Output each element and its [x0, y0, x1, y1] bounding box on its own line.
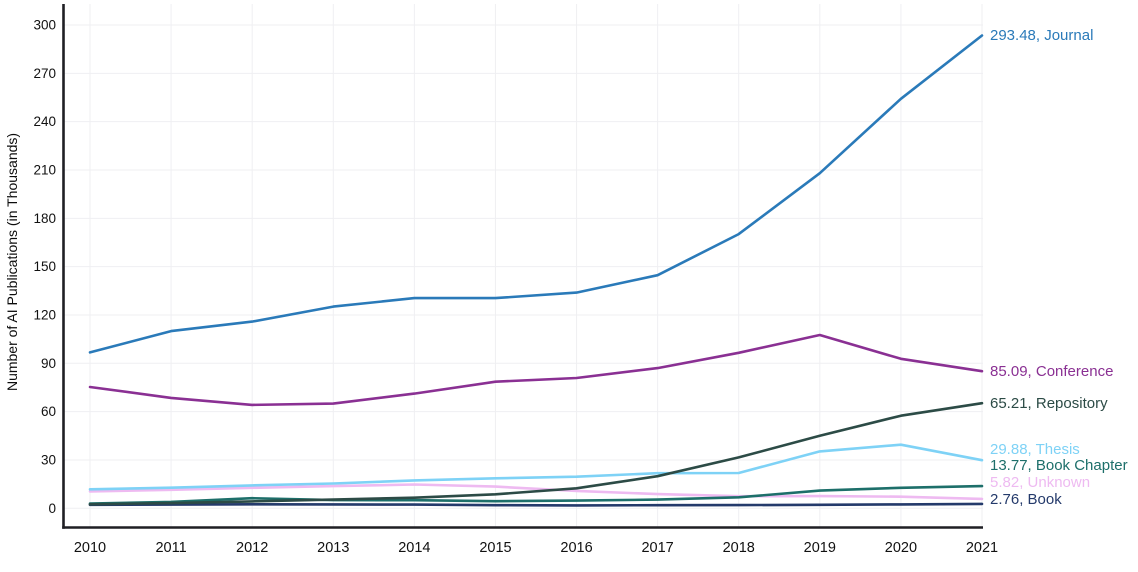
x-tick-label-2014: 2014	[398, 540, 430, 556]
x-tick-label-2011: 2011	[155, 540, 186, 556]
y-tick-label-90: 90	[41, 356, 56, 371]
series-line-book-chapter	[88, 484, 984, 505]
y-tick-label-150: 150	[33, 259, 56, 274]
y-tick-label-240: 240	[33, 114, 56, 129]
series-end-label-book-chapter: 13.77, Book Chapter	[990, 457, 1128, 474]
y-tick-label-300: 300	[33, 18, 56, 33]
series-end-label-unknown: 5.82, Unknown	[990, 474, 1090, 491]
series-line-unknown	[88, 483, 984, 501]
x-tick-label-2010: 2010	[74, 540, 106, 556]
series-line-journal	[88, 34, 984, 354]
x-tick-label-2013: 2013	[317, 540, 349, 556]
series-line-book	[88, 502, 984, 507]
y-tick-label-270: 270	[33, 66, 56, 81]
y-tick-label-120: 120	[33, 307, 56, 322]
y-tick-label-180: 180	[33, 211, 56, 226]
x-tick-label-2015: 2015	[479, 540, 511, 556]
y-axis-title: Number of AI Publications (in Thousands)	[4, 133, 20, 391]
series-end-label-journal: 293.48, Journal	[990, 27, 1093, 44]
x-tick-label-2018: 2018	[723, 540, 755, 556]
y-tick-label-60: 60	[41, 404, 56, 419]
x-tick-label-2019: 2019	[804, 540, 836, 556]
x-tick-label-2012: 2012	[236, 540, 268, 556]
series-line-conference	[88, 333, 984, 407]
x-tick-label-2017: 2017	[641, 540, 673, 556]
x-tick-label-2016: 2016	[560, 540, 592, 556]
x-tick-label-2021: 2021	[966, 540, 998, 556]
y-tick-label-0: 0	[48, 501, 56, 516]
series-line-repository	[88, 401, 984, 506]
series-end-label-repository: 65.21, Repository	[990, 395, 1108, 412]
series-end-label-book: 2.76, Book	[990, 491, 1062, 508]
y-tick-label-30: 30	[41, 452, 56, 467]
series-end-label-thesis: 29.88, Thesis	[990, 441, 1080, 458]
series-end-label-conference: 85.09, Conference	[990, 363, 1113, 380]
y-tick-label-210: 210	[33, 162, 56, 177]
x-tick-label-2020: 2020	[885, 540, 917, 556]
series-line-thesis	[88, 443, 984, 491]
